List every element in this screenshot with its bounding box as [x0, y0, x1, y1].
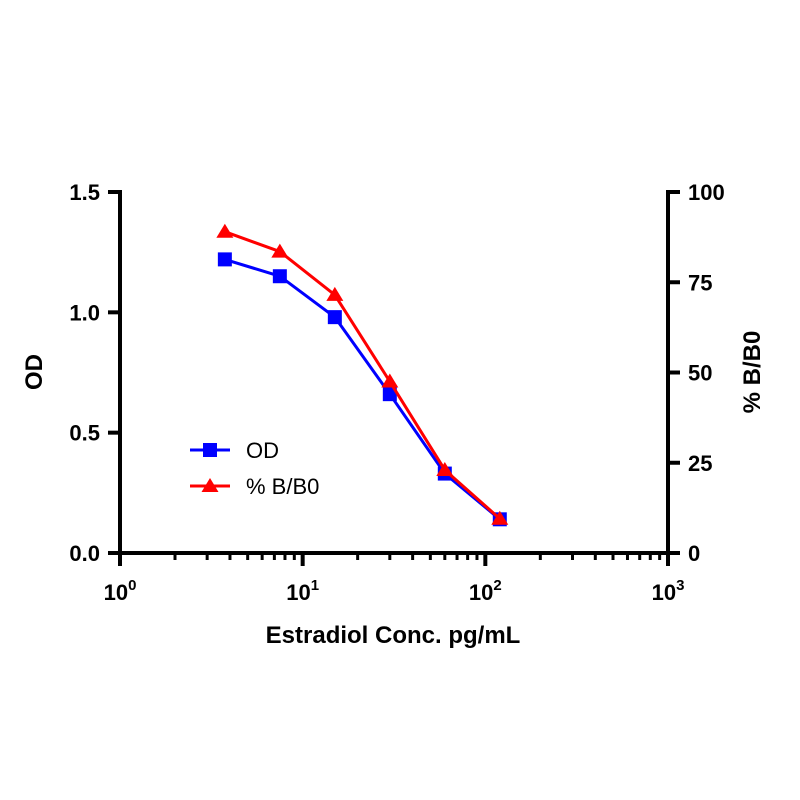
legend: OD % B/B0 [190, 438, 319, 499]
x-axis-title: Estradiol Conc. pg/mL [266, 622, 521, 649]
legend-item: % B/B0 [190, 474, 319, 499]
data-point [436, 461, 454, 476]
legend-marker [203, 443, 217, 457]
x-tick-label-exponent: 0 [128, 577, 136, 594]
data-point [381, 373, 399, 388]
x-tick-label-base: 10 [652, 580, 676, 605]
data-point [491, 510, 509, 525]
legend-item: OD [190, 438, 279, 463]
y-tick-label: 0.0 [69, 541, 100, 566]
x-tick-label-exponent: 1 [311, 577, 319, 594]
x-tick-label-base: 10 [286, 580, 310, 605]
data-point [217, 252, 232, 267]
y-tick-label: 0.5 [69, 421, 100, 446]
data-point [382, 387, 397, 402]
x-tick-label: 102 [469, 577, 502, 605]
x-tick-label-base: 10 [469, 580, 493, 605]
x-tick-label-base: 10 [104, 580, 128, 605]
legend-label: OD [246, 438, 279, 463]
data-point [327, 310, 342, 325]
y-tick-label: 1.0 [69, 300, 100, 325]
data-point [271, 243, 289, 258]
series-line [224, 230, 501, 520]
x-tick-label-exponent: 2 [493, 577, 501, 594]
x-tick-label-exponent: 3 [676, 577, 684, 594]
series-layer [216, 223, 509, 527]
y-tick-label: 1.5 [69, 180, 100, 205]
data-point [326, 286, 344, 301]
y2-axis-title: % B/B0 [739, 331, 766, 414]
data-point [272, 269, 287, 284]
legend-label: % B/B0 [246, 474, 319, 499]
y2-tick-label: 50 [688, 361, 712, 386]
y2-tick-label: 75 [688, 270, 712, 295]
data-point [216, 223, 234, 238]
x-tick-label: 101 [286, 577, 319, 605]
x-tick-label: 100 [104, 577, 137, 605]
y2-tick-label: 25 [688, 451, 712, 476]
legend-marker [201, 478, 219, 492]
y2-tick-label: 100 [688, 180, 725, 205]
series-bb0 [216, 223, 509, 525]
x-tick-label: 103 [652, 577, 685, 605]
y-axis-title: OD [21, 354, 48, 390]
series-line [224, 257, 501, 521]
y2-tick-label: 0 [688, 541, 700, 566]
